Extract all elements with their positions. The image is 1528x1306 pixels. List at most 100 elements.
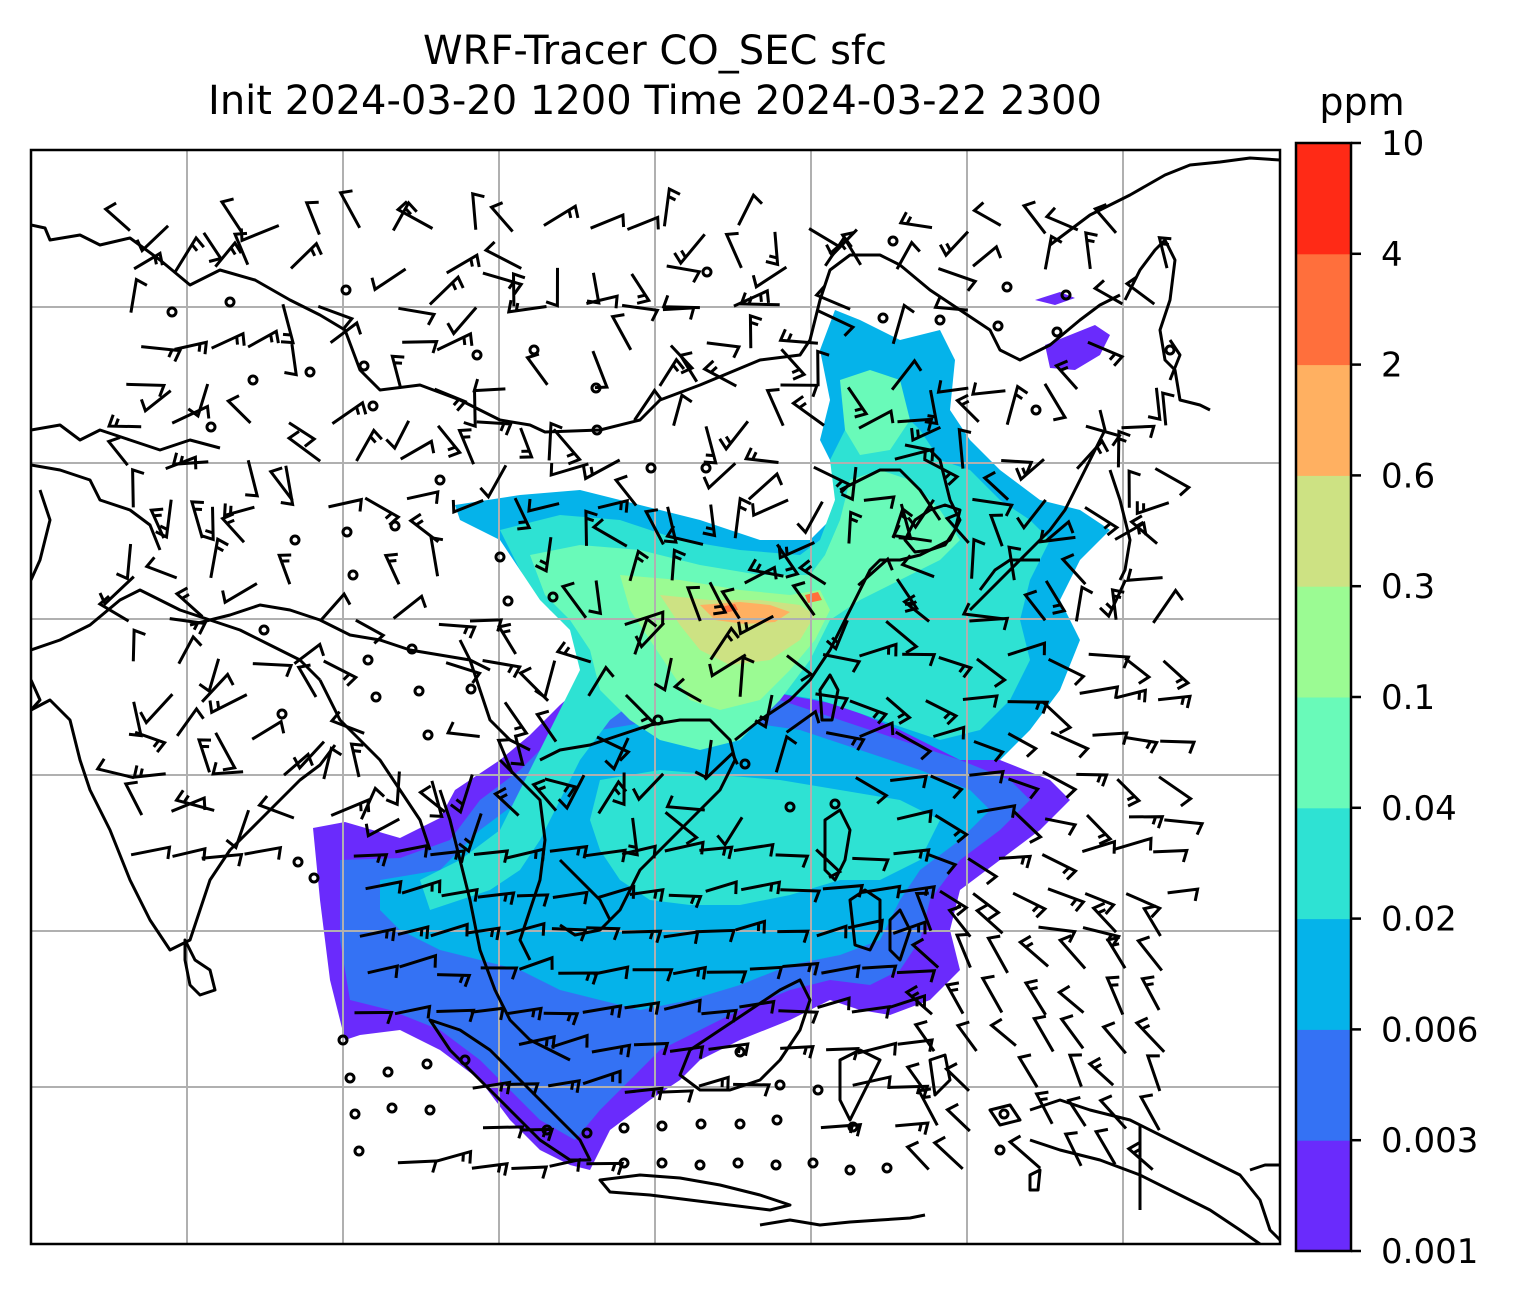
wind-barb bbox=[1034, 1090, 1054, 1125]
wind-barb bbox=[751, 498, 789, 518]
wind-barb bbox=[503, 701, 529, 738]
wind-barb bbox=[210, 331, 246, 350]
wind-barb bbox=[483, 240, 522, 270]
colorbar-band bbox=[1296, 475, 1351, 587]
wind-barb bbox=[1126, 1141, 1154, 1171]
wind-barb bbox=[1043, 383, 1068, 422]
wind-barb bbox=[1157, 236, 1172, 269]
wind-barb bbox=[855, 776, 889, 805]
wind-barb bbox=[982, 470, 1010, 501]
calm-wind-marker bbox=[877, 312, 889, 324]
wind-barb bbox=[738, 655, 755, 697]
wind-barb bbox=[364, 817, 401, 839]
calm-wind-marker bbox=[934, 314, 946, 326]
wind-barb bbox=[891, 524, 932, 543]
wind-barb bbox=[861, 884, 902, 899]
wind-barb bbox=[621, 929, 663, 944]
wind-barb bbox=[708, 581, 728, 616]
calm-wind-marker bbox=[656, 1120, 668, 1132]
wind-barb bbox=[962, 694, 999, 708]
wind-barb bbox=[748, 313, 763, 349]
coastline bbox=[539, 718, 737, 937]
wind-barb bbox=[1007, 545, 1022, 581]
wind-barb bbox=[214, 732, 238, 772]
wind-barb bbox=[445, 252, 481, 275]
wind-barb bbox=[505, 1082, 540, 1096]
wind-barb bbox=[724, 231, 743, 269]
wind-barb bbox=[582, 1069, 622, 1086]
wind-barb bbox=[790, 395, 825, 427]
wind-barb bbox=[488, 201, 514, 233]
wind-barb bbox=[846, 386, 869, 419]
wind-barb bbox=[1066, 1095, 1087, 1127]
wind-barb bbox=[591, 1043, 632, 1058]
wind-barb bbox=[668, 893, 703, 909]
wind-barb bbox=[365, 879, 403, 894]
wind-barb bbox=[506, 299, 547, 314]
calm-wind-marker bbox=[784, 801, 796, 813]
wind-barb bbox=[429, 535, 444, 577]
wind-barb bbox=[954, 393, 980, 423]
wind-barb bbox=[972, 497, 1014, 517]
wind-barb bbox=[988, 1017, 1017, 1047]
wind-barb bbox=[446, 306, 478, 337]
wind-barb bbox=[174, 340, 209, 355]
wind-barb bbox=[1127, 469, 1141, 508]
wind-barb bbox=[406, 489, 440, 504]
calm-wind-marker bbox=[362, 654, 374, 666]
wind-barb bbox=[397, 925, 430, 940]
wind-barb bbox=[1043, 234, 1063, 270]
wind-barb bbox=[1105, 935, 1127, 969]
coastline bbox=[183, 938, 217, 997]
wind-barb bbox=[624, 1086, 664, 1101]
wind-barb bbox=[1162, 659, 1191, 691]
wind-barb bbox=[825, 619, 849, 652]
calm-wind-marker bbox=[1051, 326, 1063, 338]
wind-barb bbox=[525, 352, 549, 386]
wind-barb bbox=[288, 421, 317, 448]
wind-barb bbox=[445, 661, 483, 684]
wind-barb bbox=[545, 267, 559, 308]
wind-barb bbox=[171, 404, 211, 425]
wind-barb bbox=[360, 785, 386, 820]
wind-barb bbox=[225, 394, 252, 424]
coastline bbox=[31, 679, 42, 712]
colorbar-band bbox=[1296, 1140, 1351, 1252]
wind-barb bbox=[1060, 553, 1087, 586]
wind-barb bbox=[208, 693, 248, 715]
wind-barb bbox=[385, 420, 411, 451]
wind-barb bbox=[394, 1004, 432, 1019]
wind-barb bbox=[814, 285, 851, 311]
wind-barb bbox=[705, 880, 738, 895]
wind-barb bbox=[436, 1008, 476, 1023]
wind-barb bbox=[245, 459, 260, 498]
wind-barb bbox=[1067, 1053, 1083, 1088]
calm-wind-marker bbox=[292, 856, 304, 868]
wind-barb bbox=[458, 813, 483, 854]
calm-wind-marker bbox=[166, 306, 178, 318]
wind-barb bbox=[331, 400, 368, 425]
wind-barb bbox=[695, 928, 736, 943]
calm-wind-marker bbox=[382, 1066, 394, 1078]
wind-barb bbox=[661, 294, 700, 310]
wind-barb bbox=[451, 499, 484, 515]
wind-barb bbox=[780, 348, 807, 381]
wind-barb bbox=[1041, 853, 1079, 881]
wind-barb bbox=[672, 965, 707, 980]
wind-barb bbox=[632, 968, 674, 982]
wind-barb bbox=[292, 740, 326, 771]
wind-barb bbox=[943, 1062, 971, 1092]
wind-barb bbox=[914, 891, 933, 932]
wind-barb bbox=[155, 499, 173, 540]
coastline bbox=[678, 978, 812, 1092]
wind-barb bbox=[972, 892, 1001, 921]
wind-barb bbox=[701, 1008, 738, 1023]
calm-wind-marker bbox=[998, 1108, 1010, 1120]
wind-barb bbox=[797, 559, 827, 586]
wind-barb bbox=[702, 504, 717, 538]
wind-barb bbox=[383, 552, 401, 585]
coastline bbox=[1249, 1163, 1280, 1172]
wind-barb bbox=[174, 789, 215, 812]
calm-wind-marker bbox=[829, 798, 841, 810]
wind-barb bbox=[434, 387, 468, 412]
